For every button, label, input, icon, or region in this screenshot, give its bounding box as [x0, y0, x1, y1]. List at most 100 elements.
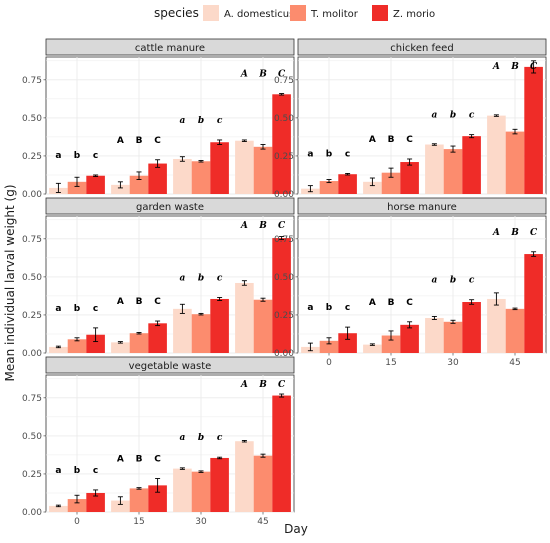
y-tick-label: 0.25 — [22, 470, 42, 480]
bar — [363, 181, 382, 194]
x-tick-label: 30 — [195, 517, 207, 527]
bar — [86, 175, 105, 194]
legend-label: Z. morio — [393, 9, 435, 20]
facet-strip — [297, 197, 547, 215]
legend-swatch — [372, 5, 388, 21]
bar — [363, 344, 382, 353]
significance-letter: b — [74, 151, 81, 161]
bar — [400, 324, 419, 353]
significance-letter: C — [530, 228, 538, 238]
significance-letter: a — [55, 466, 61, 476]
bar — [148, 163, 167, 194]
bar — [272, 238, 291, 353]
bar — [462, 302, 481, 353]
facet-title: vegetable waste — [129, 361, 212, 372]
bar — [111, 184, 130, 194]
y-tick-label: 0.00 — [22, 508, 42, 518]
bar — [49, 346, 68, 353]
significance-letter: a — [431, 111, 437, 121]
bar — [235, 282, 254, 353]
significance-letter: A — [117, 297, 124, 307]
significance-letter: A — [240, 70, 248, 80]
facet-strip — [45, 38, 295, 56]
bar — [253, 455, 273, 512]
y-tick-label: 0.75 — [274, 76, 294, 86]
y-tick-label: 0.50 — [22, 114, 42, 124]
significance-letter: c — [345, 303, 350, 313]
significance-letter: b — [74, 466, 81, 476]
significance-letter: b — [326, 303, 333, 313]
y-tick-label: 0.75 — [22, 394, 42, 404]
significance-letter: c — [217, 433, 223, 443]
bar — [86, 334, 105, 353]
bar — [49, 505, 68, 512]
significance-letter: b — [450, 111, 456, 121]
bar — [67, 499, 87, 512]
y-tick-label: 0.75 — [274, 235, 294, 245]
significance-letter: A — [492, 62, 500, 72]
significance-letter: B — [136, 136, 143, 146]
y-tick-label: 0.75 — [22, 76, 42, 86]
x-tick-label: 30 — [447, 358, 459, 368]
legend-swatch — [203, 5, 219, 21]
significance-letter: b — [450, 276, 456, 286]
bar — [235, 140, 254, 194]
significance-letter: c — [93, 466, 98, 476]
bar — [191, 161, 211, 194]
significance-letter: c — [469, 276, 475, 286]
significance-letter: c — [217, 116, 223, 126]
significance-letter: C — [154, 136, 161, 146]
bar — [148, 485, 167, 512]
significance-letter: B — [510, 62, 519, 72]
bar — [210, 457, 229, 512]
y-tick-label: 0.50 — [274, 273, 294, 283]
bar — [524, 254, 543, 353]
significance-letter: C — [406, 135, 413, 145]
y-tick-label: 0.00 — [274, 190, 294, 200]
legend-label: A. domesticus — [224, 9, 294, 20]
significance-letter: B — [510, 228, 519, 238]
bar — [381, 335, 401, 353]
significance-letter: B — [258, 380, 267, 390]
significance-letter: B — [258, 70, 267, 80]
significance-letter: C — [278, 221, 286, 231]
bar — [129, 488, 149, 512]
y-tick-label: 0.50 — [274, 114, 294, 124]
significance-letter: c — [93, 304, 98, 314]
significance-letter: A — [240, 380, 248, 390]
significance-letter: A — [369, 135, 376, 145]
significance-letter: B — [388, 298, 395, 308]
facet-strip — [45, 356, 295, 374]
bar — [173, 308, 192, 353]
facet-title: horse manure — [387, 202, 457, 213]
y-tick-label: 0.00 — [22, 190, 42, 200]
significance-letter: c — [469, 111, 475, 121]
significance-letter: B — [258, 221, 267, 231]
legend: species A. domesticus T. molitor Z. morio — [154, 5, 435, 21]
significance-letter: c — [93, 151, 98, 161]
facet-title: garden waste — [136, 202, 204, 213]
significance-letter: B — [388, 135, 395, 145]
facet-title: cattle manure — [135, 43, 205, 54]
bar — [210, 298, 229, 353]
significance-letter: A — [240, 221, 248, 231]
bar — [173, 468, 192, 512]
bar — [67, 181, 87, 194]
bar — [487, 298, 506, 353]
significance-letter: b — [74, 304, 81, 314]
bar — [381, 172, 401, 194]
significance-letter: C — [530, 62, 538, 72]
significance-letter: C — [406, 298, 413, 308]
significance-letter: B — [136, 455, 143, 465]
bar — [111, 500, 130, 512]
significance-letter: b — [198, 273, 204, 283]
bar — [319, 340, 339, 353]
significance-letter: C — [154, 455, 161, 465]
legend-swatch — [290, 5, 306, 21]
facet-strip — [297, 38, 547, 56]
